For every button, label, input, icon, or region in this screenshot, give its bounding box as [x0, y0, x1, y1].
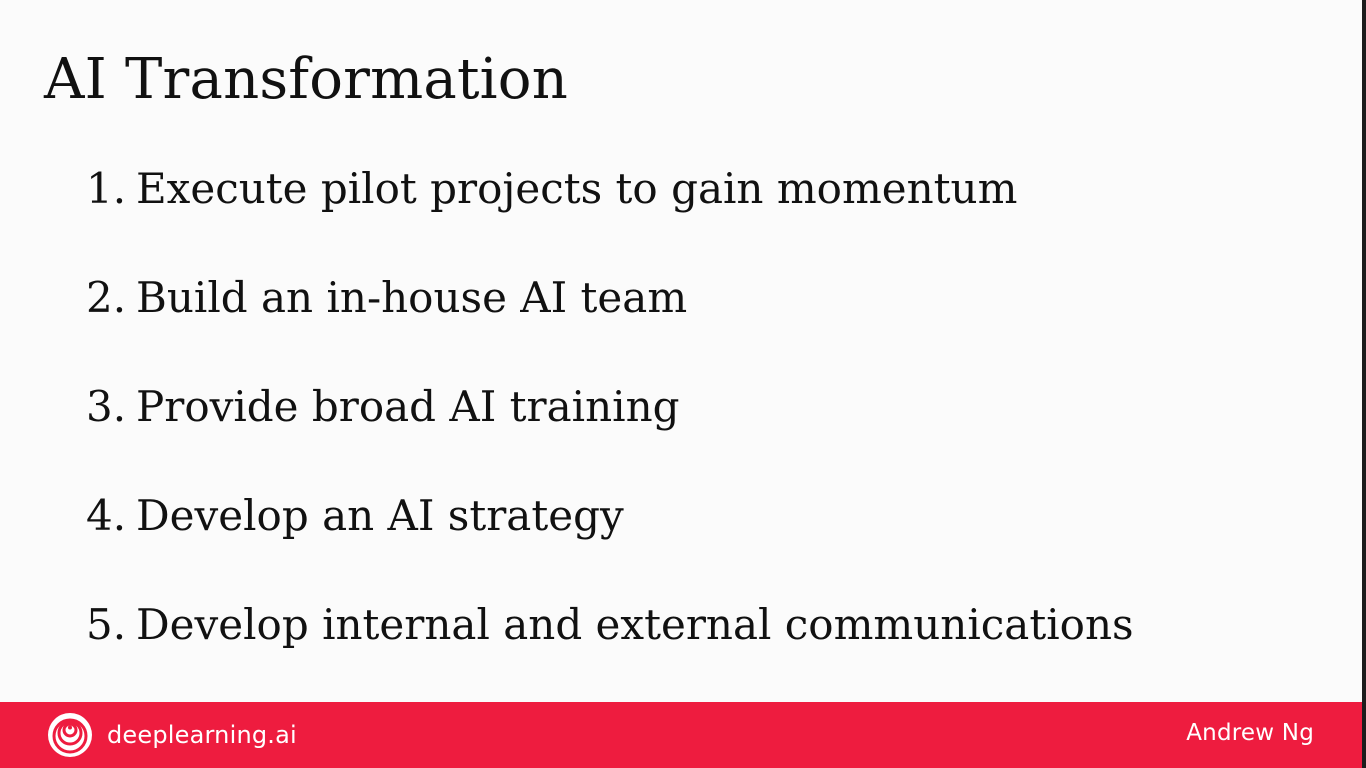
- list-item-text: Provide broad AI training: [136, 382, 680, 431]
- list-item: 5. Develop internal and external communi…: [86, 604, 1134, 713]
- right-frame-border: [1362, 0, 1366, 768]
- author-name: Andrew Ng: [1186, 720, 1314, 746]
- list-item-text: Develop an AI strategy: [136, 491, 624, 540]
- list-item-text: Execute pilot projects to gain momentum: [136, 164, 1018, 213]
- brand: deeplearning.ai: [47, 711, 297, 759]
- numbered-list: 1. Execute pilot projects to gain moment…: [86, 168, 1134, 713]
- list-item-number: 4.: [86, 491, 127, 540]
- list-item-number: 3.: [86, 382, 127, 431]
- slide-title: AI Transformation: [44, 47, 568, 112]
- deeplearning-logo-icon: [48, 713, 92, 757]
- list-item-number: 1.: [86, 164, 127, 213]
- list-item-number: 5.: [86, 600, 127, 649]
- list-item: 2. Build an in-house AI team: [86, 277, 1134, 386]
- list-item: 1. Execute pilot projects to gain moment…: [86, 168, 1134, 277]
- list-item: 3. Provide broad AI training: [86, 386, 1134, 495]
- brand-name: deeplearning.ai: [107, 721, 297, 749]
- list-item-number: 2.: [86, 273, 127, 322]
- list-item-text: Develop internal and external communicat…: [136, 600, 1134, 649]
- list-item: 4. Develop an AI strategy: [86, 495, 1134, 604]
- list-item-text: Build an in-house AI team: [136, 273, 688, 322]
- footer-bar: deeplearning.ai Andrew Ng: [0, 702, 1362, 768]
